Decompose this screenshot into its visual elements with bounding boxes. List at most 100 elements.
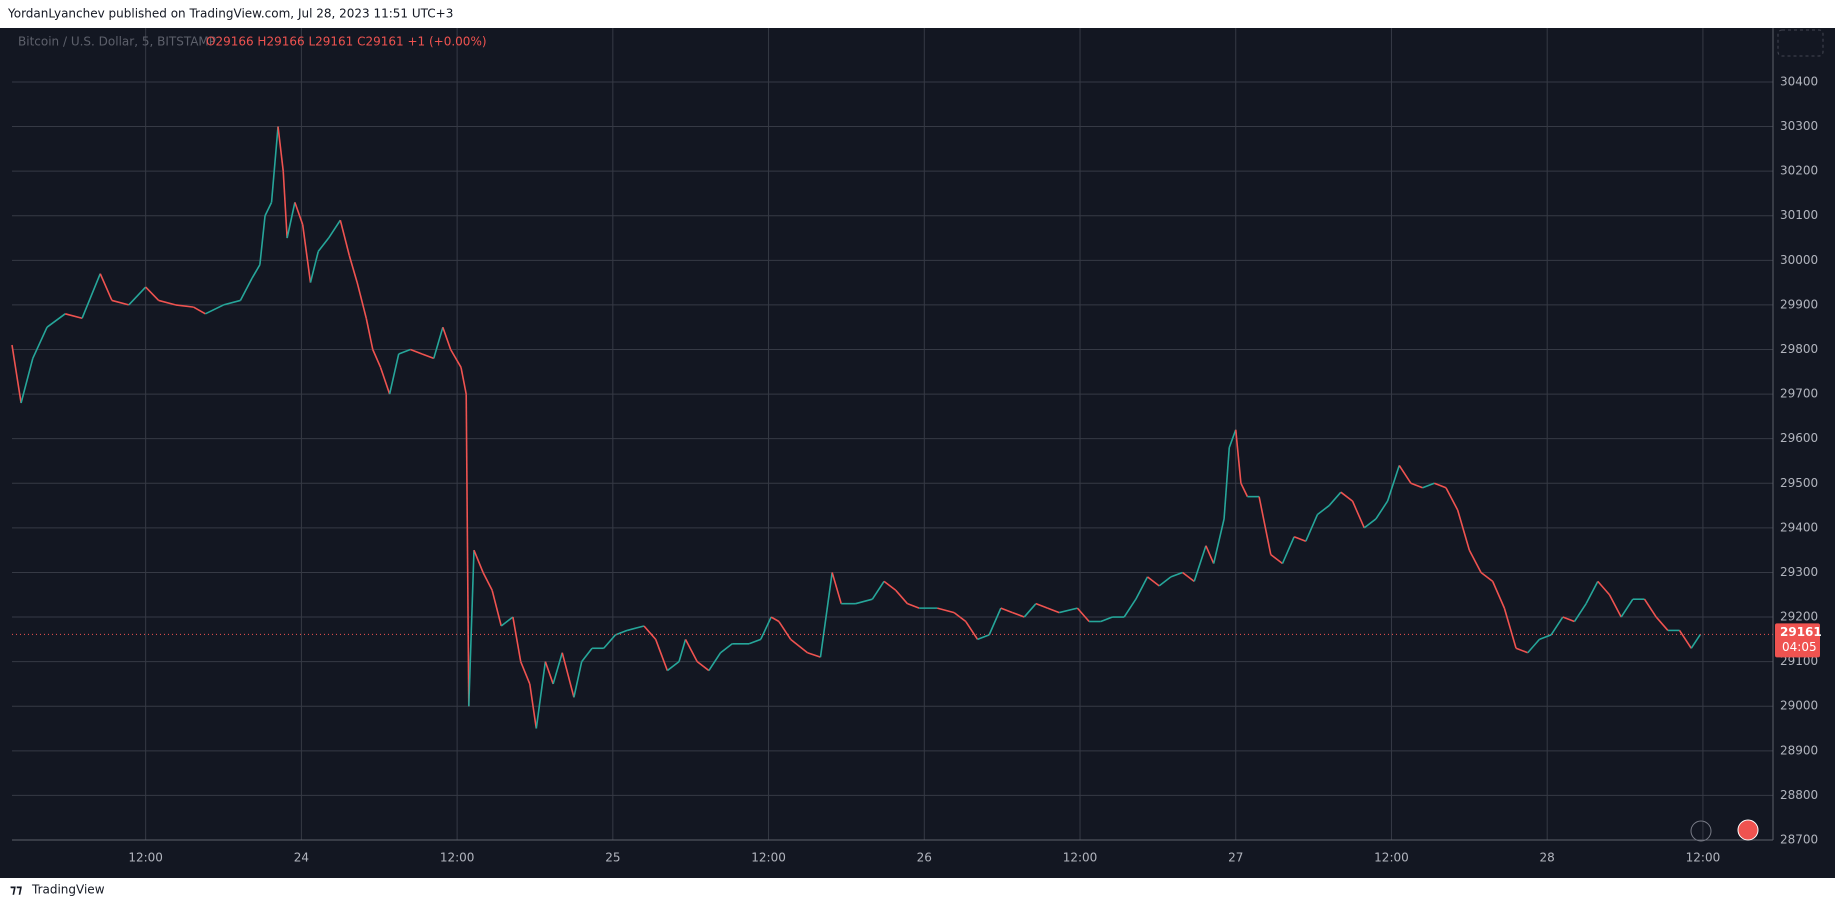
price-segment — [708, 652, 722, 671]
price-segment — [339, 219, 351, 257]
price-segment — [1550, 616, 1564, 636]
x-tick-label: 27 — [1228, 851, 1243, 865]
price-segment — [748, 638, 762, 645]
price-segment — [1585, 581, 1599, 605]
price-segment — [519, 661, 531, 685]
y-tick-label: 29800 — [1780, 342, 1818, 356]
price-segment — [1422, 482, 1435, 489]
price-segment — [1076, 607, 1090, 623]
price-segment — [1012, 611, 1025, 618]
price-segment — [684, 638, 698, 663]
price-segment — [1351, 500, 1365, 529]
y-tick-label: 30100 — [1780, 208, 1818, 222]
price-segment — [145, 286, 160, 302]
price-segment — [615, 629, 628, 636]
x-tick-label: 12:00 — [1063, 851, 1098, 865]
ohlc: O29166 H29166 L29161 C29161 +1 (+0.00%) — [206, 35, 487, 49]
price-segment — [855, 598, 873, 605]
price-segment — [1434, 482, 1447, 489]
price-segment — [1363, 518, 1377, 529]
price-segment — [1643, 598, 1657, 618]
price-segment — [467, 550, 475, 707]
y-tick-label: 28700 — [1780, 833, 1818, 847]
price-segment — [654, 639, 669, 671]
flag-icon[interactable] — [1737, 819, 1759, 841]
price-segment — [1123, 598, 1137, 618]
price-segment — [1398, 464, 1412, 484]
y-tick-label: 29200 — [1780, 610, 1818, 624]
symbol: Bitcoin / U.S. Dollar, 5, BITSTAMP — [18, 35, 216, 49]
price-segment — [895, 589, 909, 605]
price-segment — [643, 625, 657, 640]
price-segment — [432, 326, 444, 359]
price-segment — [965, 621, 979, 640]
price-segment — [831, 572, 843, 604]
price-segment — [465, 394, 470, 707]
price-segment — [99, 273, 113, 301]
price-segment — [46, 313, 66, 328]
y-tick-label: 29900 — [1780, 297, 1818, 311]
y-tick-label: 29000 — [1780, 699, 1818, 713]
price-segment — [32, 326, 48, 359]
price-segment — [720, 643, 733, 654]
price-segment — [1281, 536, 1295, 564]
price-segment — [356, 282, 368, 319]
price-segment — [1147, 576, 1160, 587]
price-segment — [678, 639, 687, 662]
countdown-label: 04:05 — [1782, 640, 1817, 654]
x-tick-label: 24 — [294, 851, 309, 865]
price-segment — [1690, 633, 1701, 649]
price-segment — [1515, 647, 1529, 654]
y-tick-label: 29700 — [1780, 387, 1818, 401]
price-segment — [1000, 607, 1013, 614]
price-segment — [907, 602, 920, 609]
price-segment — [528, 683, 538, 729]
axis-button[interactable] — [1777, 29, 1824, 57]
price-segment — [1678, 629, 1692, 649]
price-segment — [239, 277, 253, 301]
price-segment — [977, 634, 990, 641]
price-segment — [561, 652, 575, 698]
price-segment — [1573, 603, 1587, 622]
grid — [12, 28, 1773, 841]
y-tick-label: 30300 — [1780, 119, 1818, 133]
price-segment — [1340, 491, 1354, 502]
x-tick-label: 12:00 — [440, 851, 475, 865]
y-tick-label: 29300 — [1780, 565, 1818, 579]
price-segment — [491, 590, 503, 627]
y-tick-label: 30000 — [1780, 253, 1818, 267]
price-segment — [223, 299, 241, 306]
price-segment — [1328, 491, 1342, 507]
price-segment — [770, 616, 780, 623]
price-segment — [819, 572, 833, 658]
price-segment — [1059, 607, 1078, 614]
y-tick-label: 29600 — [1780, 431, 1818, 445]
price-segment — [937, 607, 955, 614]
price-segment — [277, 126, 285, 172]
price-segment — [1305, 514, 1319, 542]
price-segment — [372, 349, 382, 368]
price-segment — [309, 251, 320, 283]
price-segment — [460, 367, 467, 395]
footer-brand: TradingView — [31, 883, 105, 897]
price-segment — [988, 607, 1002, 636]
price-segment — [1620, 598, 1634, 618]
price-segment — [760, 616, 772, 640]
price-segment — [500, 616, 514, 627]
price-segment — [282, 171, 288, 239]
price-segment — [20, 358, 34, 404]
x-tick-label: 28 — [1540, 851, 1555, 865]
price-segment — [1228, 429, 1237, 448]
y-tick-label: 30400 — [1780, 74, 1818, 88]
footer-bg — [0, 878, 1835, 907]
price-segment — [442, 326, 452, 350]
flash-icon[interactable] — [1690, 820, 1712, 842]
price-segment — [1158, 576, 1172, 587]
price-segment — [348, 255, 358, 283]
price-segment — [365, 318, 374, 350]
price-segment — [270, 126, 279, 203]
price-segment — [1503, 607, 1517, 649]
price-segment — [1317, 504, 1330, 516]
chart-area — [0, 28, 1835, 878]
